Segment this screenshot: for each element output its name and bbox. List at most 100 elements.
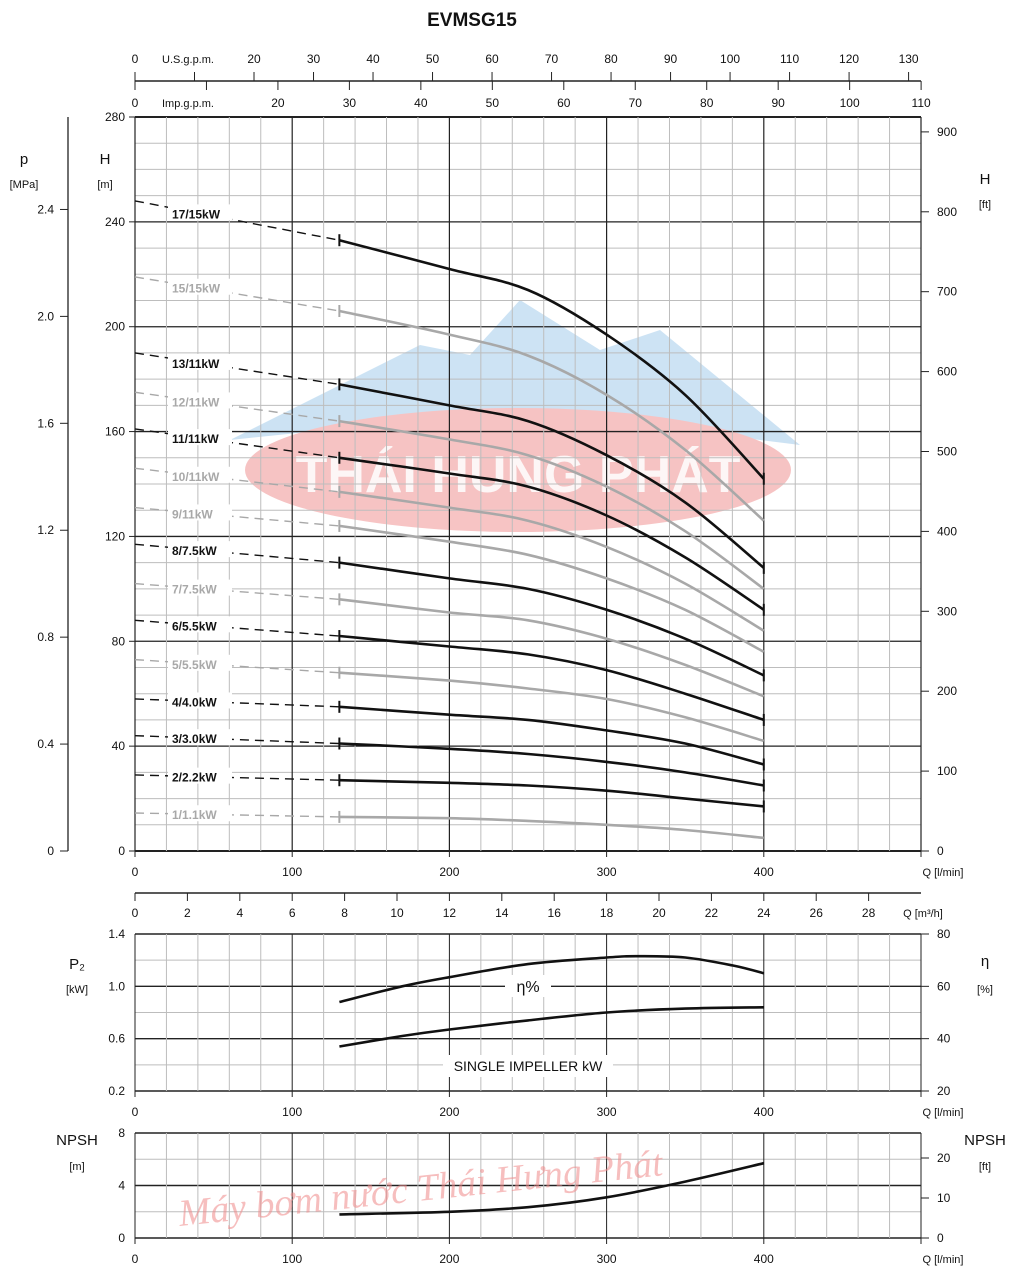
head-curve-2-2-2kW: [339, 778, 764, 808]
head-curve-10-11kW: [339, 490, 765, 632]
curve-dashed-extension: [134, 658, 340, 674]
head-curve-9-11kW: [339, 524, 765, 653]
pressure-axis-unit: [MPa]: [10, 179, 39, 191]
us-gpm-tick-label: 60: [485, 52, 499, 66]
imp-gpm-tick-label: 110: [912, 96, 931, 110]
us-gpm-tick-label: 110: [780, 52, 799, 66]
q-tick-label: 0: [132, 865, 139, 879]
head-curve-4-4-0kW: [339, 705, 765, 766]
curve-label: 1/1.1kW: [172, 808, 217, 822]
curve-label: 8/7.5kW: [172, 544, 217, 558]
q-axis-label: Q [l/min]: [923, 1107, 964, 1119]
npsh-ft-axis-unit: [ft]: [979, 1161, 991, 1173]
pressure-tick-label: 1.2: [37, 523, 54, 537]
us-gpm-tick-label: 80: [604, 52, 618, 66]
h-tick-label: 120: [105, 529, 125, 543]
head-curve-13-11kW: [339, 383, 765, 569]
m3h-tick-label: 0: [132, 906, 139, 920]
us-gpm-tick-label: 20: [247, 52, 261, 66]
eff-axis-title: η: [981, 953, 989, 970]
curve-dashed-extension: [134, 619, 340, 637]
q-tick-label: 0: [132, 1252, 139, 1266]
curve-label-background: [168, 767, 232, 784]
efficiency-curve: [339, 954, 765, 1004]
m3h-tick-label: 20: [652, 906, 666, 920]
h-tick-label: 240: [105, 215, 125, 229]
curve-dashed-extension: [134, 276, 340, 312]
power-tick-label: 0.6: [108, 1032, 125, 1046]
q-axis-label: Q [l/min]: [923, 1254, 964, 1266]
power-tick-label: 1.0: [108, 979, 125, 993]
curve-label: 9/11kW: [172, 507, 213, 521]
m3h-tick-label: 24: [757, 906, 771, 920]
q-tick-label: 0: [132, 1105, 139, 1119]
head-curve-8-7-5kW: [339, 561, 765, 677]
eff-tick-label: 60: [937, 979, 951, 993]
curve-label-background: [168, 466, 232, 483]
curve-label: 6/5.5kW: [172, 619, 217, 633]
m3h-tick-label: 16: [548, 906, 562, 920]
power-axis-unit: [kW]: [66, 984, 88, 996]
ft-tick-label: 900: [937, 125, 957, 139]
us-gpm-tick-label: 70: [545, 52, 559, 66]
curve-label-background: [168, 353, 232, 370]
curve-label-background: [168, 654, 232, 671]
h-axis-unit: [m]: [97, 179, 112, 191]
head-curve-1-1-1kW: [339, 815, 764, 840]
curve-dashed-extension: [134, 543, 340, 564]
h-tick-label: 160: [105, 425, 125, 439]
m3h-axis-label: Q [m³/h]: [903, 908, 943, 920]
curve-dashed-extension: [134, 812, 340, 818]
curve-label: 5/5.5kW: [172, 658, 217, 672]
pressure-tick-label: 0.4: [37, 737, 54, 751]
watermark-logo-text: THÁI HUNG PHÁT: [296, 446, 741, 504]
npsh-axis-title: NPSH: [56, 1132, 98, 1149]
eff-tick-label: 20: [937, 1084, 951, 1098]
imp-gpm-tick-label: 0: [132, 96, 139, 110]
pressure-tick-label: 0.8: [37, 630, 54, 644]
curve-label: 17/15kW: [172, 207, 221, 221]
imp-gpm-tick-label: 100: [840, 96, 860, 110]
ft-tick-label: 500: [937, 444, 957, 458]
h-tick-label: 80: [112, 634, 126, 648]
curve-dashed-extension: [134, 774, 340, 781]
curve-label: 3/3.0kW: [172, 732, 217, 746]
eff-label-background: [505, 975, 551, 997]
us-gpm-tick-label: 0: [132, 52, 139, 66]
ft-tick-label: 600: [937, 365, 957, 379]
h-axis-title: H: [100, 151, 111, 168]
imp-gpm-unit-label: Imp.g.p.m.: [162, 98, 214, 110]
ft-tick-label: 700: [937, 285, 957, 299]
pressure-tick-label: 1.6: [37, 416, 54, 430]
m3h-tick-label: 26: [810, 906, 824, 920]
ft-tick-label: 100: [937, 764, 957, 778]
h-tick-label: 280: [105, 110, 125, 124]
q-tick-label: 200: [439, 1105, 459, 1119]
ft-axis-title: H: [980, 171, 991, 188]
head-curve-12-11kW: [339, 419, 765, 590]
head-curve-7-7-5kW: [339, 598, 765, 698]
curve-label: 7/7.5kW: [172, 583, 217, 597]
power-tick-label: 0.2: [108, 1084, 125, 1098]
curve-label: 12/11kW: [172, 395, 220, 409]
eff-tick-label: 40: [937, 1032, 951, 1046]
pressure-tick-label: 0: [47, 844, 54, 858]
us-gpm-tick-label: 40: [366, 52, 380, 66]
watermark-logo: THÁI HUNG PHÁT: [230, 300, 800, 532]
q-axis-label: Q [l/min]: [923, 867, 964, 879]
m3h-tick-label: 28: [862, 906, 876, 920]
watermark-mountain: [230, 300, 800, 445]
q-tick-label: 400: [754, 1105, 774, 1119]
npsh-ft-tick-label: 20: [937, 1151, 951, 1165]
m3h-tick-label: 10: [390, 906, 404, 920]
curve-label: 10/11kW: [172, 470, 220, 484]
us-gpm-tick-label: 130: [899, 52, 919, 66]
h-tick-label: 40: [112, 739, 126, 753]
curve-label-background: [168, 504, 232, 521]
m3h-tick-label: 2: [184, 906, 191, 920]
curve-label-background: [168, 616, 232, 633]
q-tick-label: 300: [597, 1252, 617, 1266]
npsh-m-tick-label: 0: [118, 1231, 125, 1245]
ft-tick-label: 0: [937, 844, 944, 858]
m3h-tick-label: 18: [600, 906, 614, 920]
